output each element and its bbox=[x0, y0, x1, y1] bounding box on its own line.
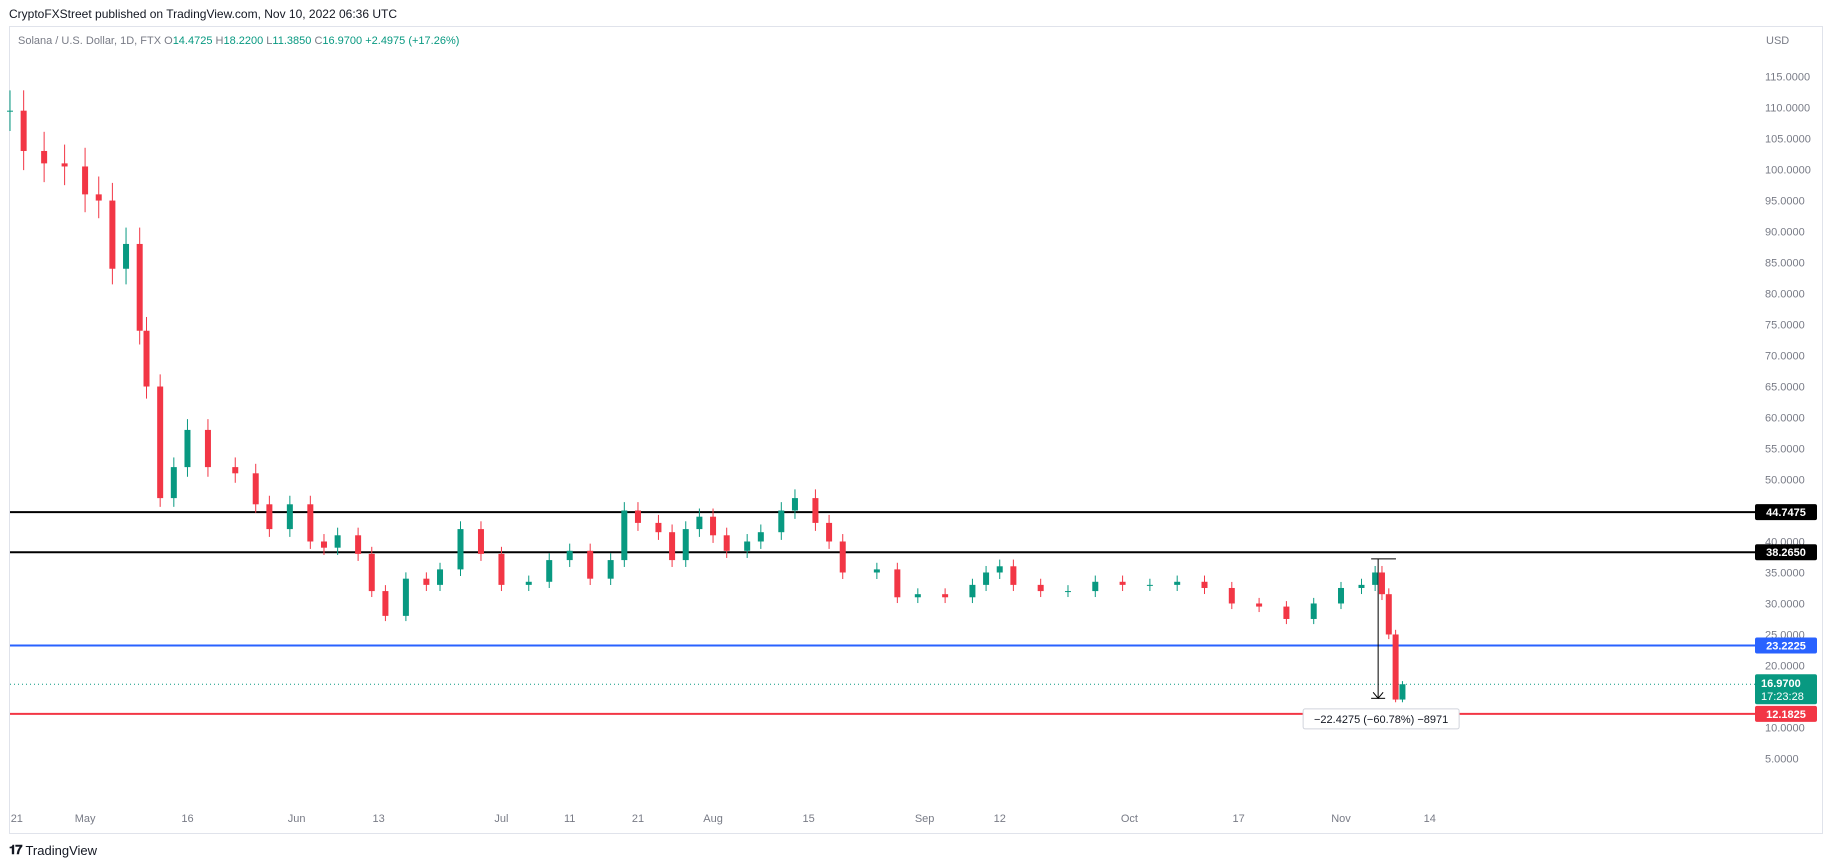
high-label: H bbox=[215, 35, 224, 47]
low-value: 11.3850 bbox=[272, 35, 312, 47]
symbol-name[interactable]: Solana / U.S. Dollar, 1D, FTX bbox=[18, 35, 162, 47]
tradingview-logo-text: TradingView bbox=[25, 842, 98, 858]
open-value: 14.4725 bbox=[172, 35, 213, 47]
symbol-legend: Solana / U.S. Dollar, 1D, FTX O14.4725 H… bbox=[18, 35, 459, 47]
high-value: 18.2200 bbox=[223, 35, 264, 47]
low-label: L bbox=[266, 35, 273, 47]
currency-label: USD bbox=[1766, 35, 1790, 47]
tradingview-footer[interactable]: 𝟏𝟕 TradingView bbox=[9, 842, 97, 858]
tradingview-logo-icon: 𝟏𝟕 bbox=[9, 842, 23, 857]
close-value: 16.9700 bbox=[322, 35, 363, 47]
close-label: C bbox=[314, 35, 323, 47]
chart-frame[interactable] bbox=[9, 26, 1823, 834]
open-label: O bbox=[164, 35, 173, 47]
published-header: CryptoFXStreet published on TradingView.… bbox=[9, 7, 397, 21]
change-value: +2.4975 (+17.26%) bbox=[365, 35, 460, 47]
